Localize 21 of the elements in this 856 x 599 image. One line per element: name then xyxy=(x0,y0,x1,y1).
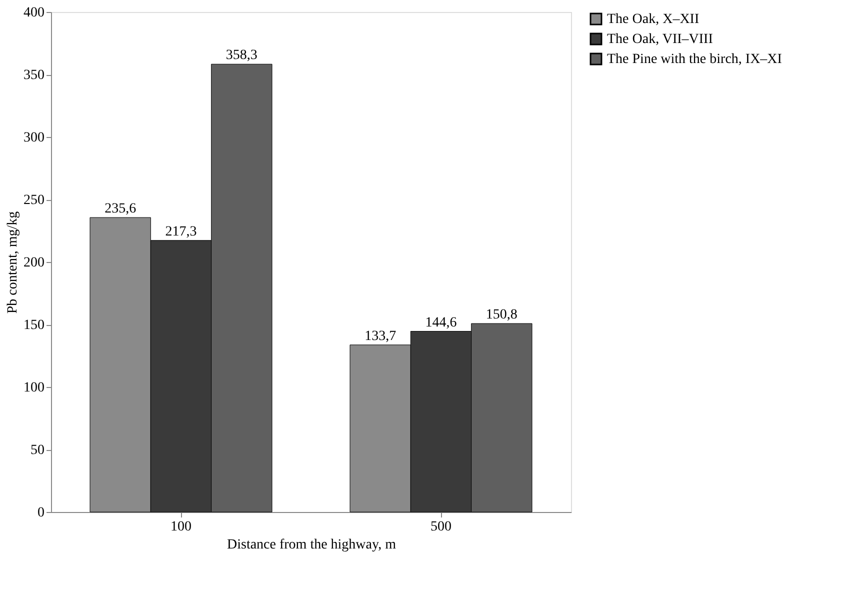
y-tick-label: 400 xyxy=(24,6,44,20)
y-tick-label: 350 xyxy=(24,68,44,83)
legend-label: The Oak, VII–VIII xyxy=(607,32,714,47)
y-tick-label: 250 xyxy=(24,193,44,208)
data-label: 358,3 xyxy=(226,48,258,64)
y-tick-label: 50 xyxy=(30,443,44,458)
y-tick-label: 0 xyxy=(38,506,44,520)
data-label: 150,8 xyxy=(486,308,518,322)
data-label: 235,6 xyxy=(104,202,136,216)
data-label: 133,7 xyxy=(364,328,396,344)
y-tick-label: 150 xyxy=(24,318,44,333)
data-label: 144,6 xyxy=(425,315,457,330)
y-tick-label: 300 xyxy=(24,130,44,146)
y-tick-label: 200 xyxy=(24,256,44,270)
legend-label: The Pine with the birch, IX–XI xyxy=(607,52,782,67)
x-axis-title: Distance from the highway, m xyxy=(227,538,396,552)
legend-label: The Oak, X–XII xyxy=(607,12,700,27)
y-tick-label: 100 xyxy=(24,380,44,396)
y-axis-title: Pb content, mg/kg xyxy=(6,211,20,314)
x-tick-label: 500 xyxy=(430,520,452,534)
data-label: 217,3 xyxy=(165,224,197,240)
